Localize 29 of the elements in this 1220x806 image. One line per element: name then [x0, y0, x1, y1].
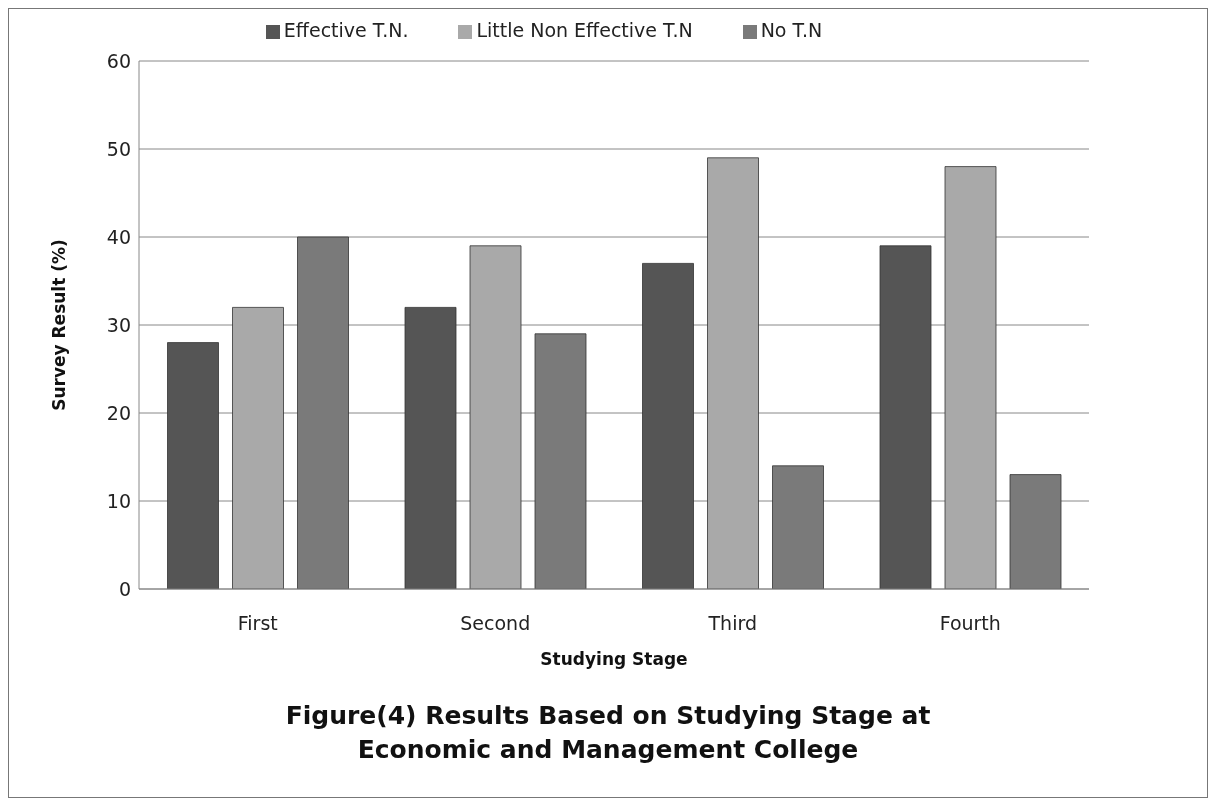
legend-label: Little Non Effective T.N	[476, 19, 693, 41]
bar	[232, 307, 284, 589]
x-axis-title: Studying Stage	[540, 649, 688, 669]
bar	[297, 236, 349, 589]
bar	[404, 307, 457, 589]
bar	[469, 245, 522, 589]
bar	[167, 342, 219, 589]
x-tick-label: Third	[707, 612, 757, 635]
y-axis-title: Survey Result (%)	[49, 239, 70, 411]
y-tick-label: 20	[106, 401, 131, 424]
x-tick-label: Fourth	[939, 612, 1001, 635]
y-tick-label: 40	[106, 225, 131, 248]
bar	[534, 333, 587, 589]
y-tick-label: 10	[106, 489, 131, 512]
y-tick-label: 50	[106, 137, 131, 160]
bar	[1009, 474, 1062, 589]
legend-label: No T.N	[760, 19, 823, 41]
bar	[772, 465, 824, 589]
y-tick-label: 0	[118, 577, 131, 600]
y-tick-label: 30	[106, 313, 131, 336]
bar	[707, 157, 759, 589]
x-tick-label: Second	[460, 612, 531, 635]
text: Figure(4) Results Based on Studying Stage at Economic and Management College	[284, 700, 932, 766]
bar	[879, 245, 932, 589]
x-tick-label: First	[237, 612, 278, 635]
y-tick-label: 60	[106, 49, 131, 72]
bar	[642, 263, 694, 589]
bar	[944, 166, 997, 589]
legend-label: Effective T.N.	[283, 19, 409, 41]
